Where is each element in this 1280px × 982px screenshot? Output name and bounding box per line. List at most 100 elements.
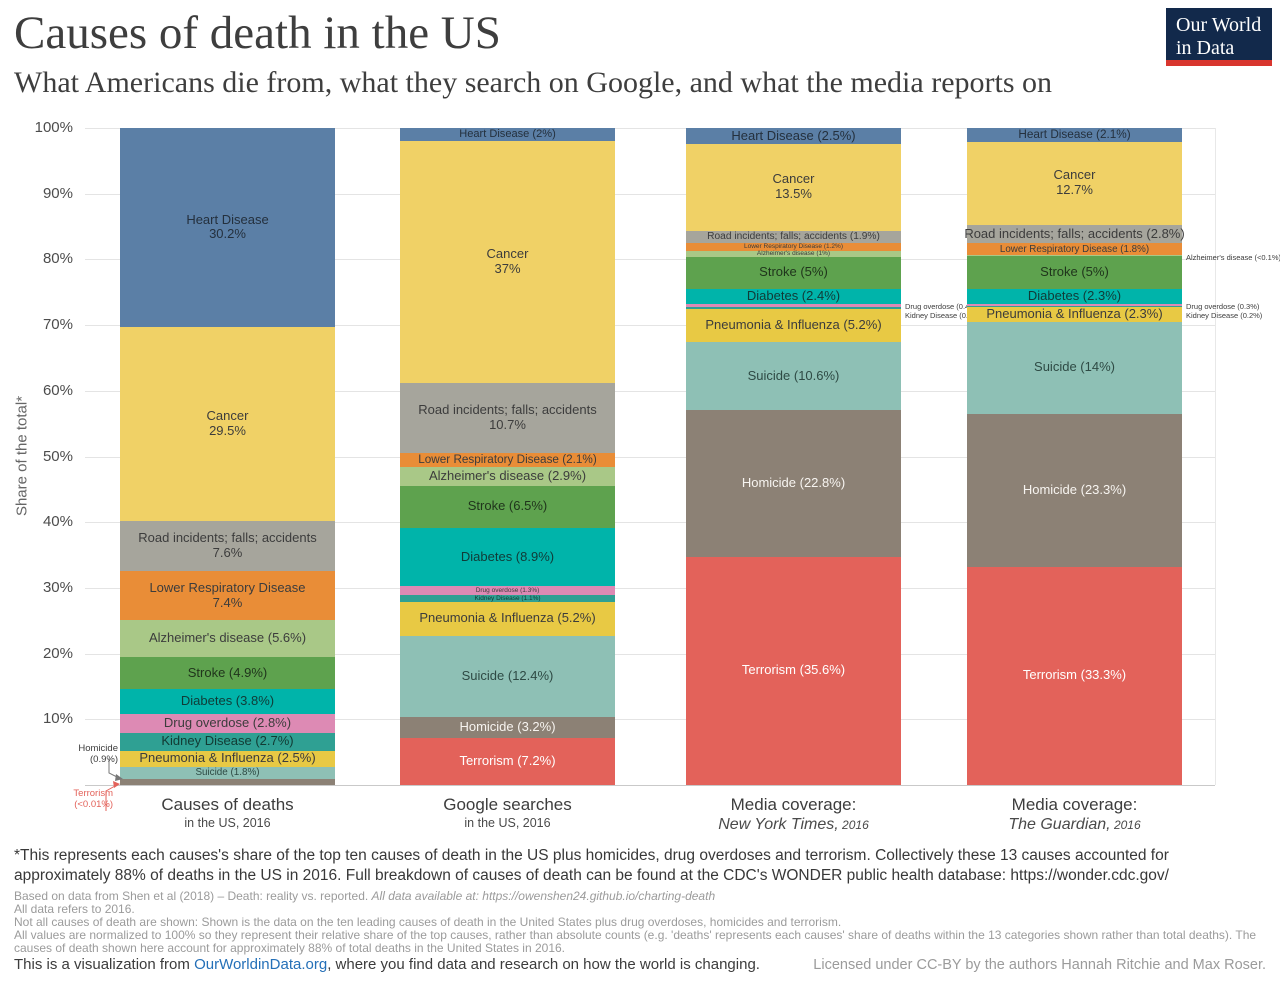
segment-label: Suicide (10.6%)	[747, 367, 840, 383]
segment-guardian-drug-overdose	[967, 303, 1182, 306]
annotation-line: Drug overdose (0.3%)	[1186, 301, 1260, 311]
segment-guardian-homicide: Homicide (23.3%)	[967, 413, 1182, 567]
ccby-label: CC-BY	[916, 957, 962, 973]
x-axis-label-sub: New York Times, 2016	[718, 816, 869, 833]
segment-label: Suicide (14%)	[1034, 359, 1115, 375]
segment-nyt-drug-overdose	[686, 304, 901, 307]
segment-label: Cancer	[1053, 167, 1096, 183]
owid-logo-accent-bar	[1166, 60, 1272, 66]
gridline	[85, 522, 1215, 524]
segment-label: Lower Respiratory Disease	[149, 579, 306, 595]
y-axis-tick-label: 100%	[34, 119, 73, 136]
segment-label: Kidney Disease (1.1%)	[474, 594, 541, 602]
footer: This is a visualization from OurWorldinD…	[14, 956, 1266, 973]
segment-deaths-alzheimer-s-disease: Alzheimer's disease (5.6%)	[120, 620, 335, 658]
footer-license-prefix: Licensed under	[813, 957, 917, 973]
annotation-line: (0.9%)	[90, 754, 118, 766]
segment-label: Heart Disease (2.5%)	[731, 127, 856, 143]
segment-label: Terrorism (35.6%)	[741, 662, 846, 678]
plot-area: 100% 90% 80% 70% 60% 50% 40% 30% 20% 10% Heart Dis…	[35, 119, 1280, 833]
owid-logo-line2: in Data	[1176, 37, 1235, 59]
segment-label: Lower Respiratory Disease (1.8%)	[999, 243, 1150, 255]
owid-link[interactable]: OurWorldinData.org	[194, 956, 328, 973]
segment-label: Heart Disease (2.1%)	[1018, 128, 1131, 142]
segment-nyt-stroke: Stroke (5%)	[686, 256, 901, 289]
annotation-connector	[105, 781, 120, 811]
owid-logo: Our World in Data	[1166, 8, 1272, 66]
gridline	[85, 390, 1215, 392]
segment-label: 7.6%	[212, 545, 243, 561]
segment-nyt-heart-disease: Heart Disease (2.5%)	[686, 127, 901, 145]
segment-deaths-stroke: Stroke (4.9%)	[120, 657, 335, 690]
segment-label: Terrorism (33.3%)	[1022, 667, 1127, 683]
segment-google-heart-disease: Heart Disease (2%)	[400, 128, 615, 142]
x-axis-label-main: Google searches	[443, 795, 572, 814]
segment-deaths-suicide: Suicide (1.8%)	[120, 767, 335, 779]
y-axis-tick-label: 20%	[42, 644, 73, 662]
segment-guardian-diabetes: Diabetes (2.3%)	[967, 288, 1182, 304]
segment-deaths-lower-respiratory-disease: Lower Respiratory Disease 7.4%	[120, 571, 335, 621]
gridline	[85, 325, 1215, 327]
segment-guardian-cancer: Cancer 12.7%	[967, 141, 1182, 226]
segment-google-diabetes: Diabetes (8.9%)	[400, 528, 615, 587]
annotation-line: (<0.01%)	[74, 799, 113, 811]
x-axis-label-google: Google searches in the US, 2016	[443, 795, 572, 830]
segment-label: Homicide (23.3%)	[1022, 481, 1127, 497]
segment-nyt-alzheimer-s-disease: Alzheimer's disease (1%)	[686, 250, 901, 257]
annotation-line: Alzheimer's disease (<0.1%)	[1186, 253, 1280, 263]
annotation-homicide: Homicide (0.9%)	[25, 743, 118, 766]
gridline	[85, 193, 1215, 195]
footnote: *This represents each causes's share of …	[14, 847, 1169, 884]
footer-license-suffix: by the authors Hannah Ritchie and Max Ro…	[961, 957, 1266, 973]
segment-label: 13.5%	[775, 186, 812, 202]
segment-google-drug-overdose: Drug overdose (1.3%)	[400, 586, 615, 595]
annotation-connector	[108, 759, 123, 781]
sources-note: Based on data from Shen et al (2018) – D…	[14, 890, 1268, 955]
segment-label: Drug overdose (2.8%)	[163, 715, 292, 731]
segment-label: Kidney Disease (2.7%)	[161, 733, 294, 749]
annotation-line: Homicide	[78, 743, 118, 754]
x-axis-baseline	[85, 785, 1215, 786]
segment-label: Cancer	[206, 408, 249, 424]
y-axis-tick-label: 10%	[42, 710, 73, 728]
segment-google-terrorism: Terrorism (7.2%)	[400, 737, 615, 785]
segment-guardian-pneumonia-influenza: Pneumonia & Influenza (2.3%)	[967, 305, 1182, 322]
segment-nyt-cancer: Cancer 13.5%	[686, 144, 901, 231]
segment-guardian-road-incidents-falls-accidents: Road incidents; falls; accidents (2.8%)	[964, 225, 1185, 244]
footer-attribution-suffix: , where you find data and research on ho…	[327, 956, 760, 973]
segment-nyt-lower-respiratory-disease: Lower Respiratory Disease (1.2%)	[686, 242, 901, 251]
segment-guardian-kidney-disease	[967, 305, 1182, 307]
segment-label: Pneumonia & Influenza (2.5%)	[139, 750, 316, 766]
x-axis-label-main: Media coverage:	[730, 795, 857, 814]
footer-attribution: This is a visualization from OurWorldinD…	[14, 956, 760, 973]
segment-label: Homicide (22.8%)	[741, 474, 846, 490]
annotation-line: Drug overdose (0.4%)	[905, 302, 979, 312]
segment-label: Terrorism (7.2%)	[459, 752, 556, 768]
segment-guardian-stroke: Stroke (5%)	[967, 255, 1182, 289]
segment-deaths-homicide	[120, 778, 335, 785]
annotation-drug-overdose: Drug overdose (0.4%) Kidney Disease (0.3%…	[905, 302, 981, 320]
gridline	[85, 128, 1215, 129]
sources-line-1-italic: All data available at: https://owenshen2…	[371, 889, 716, 903]
segment-label: Road incidents; falls; accidents (1.9%)	[707, 230, 880, 242]
gridline	[85, 587, 1215, 589]
x-axis-label-nyt: Media coverage: New York Times, 2016	[718, 795, 869, 834]
segment-label: Suicide (12.4%)	[461, 667, 554, 683]
segment-google-pneumonia-influenza: Pneumonia & Influenza (5.2%)	[400, 601, 615, 636]
x-axis-label-main: Causes of deaths	[161, 795, 294, 814]
segment-label: Stroke (4.9%)	[187, 664, 268, 680]
x-axis-label-sub: The Guardian, 2016	[1008, 816, 1141, 833]
segment-guardian-terrorism: Terrorism (33.3%)	[967, 566, 1182, 785]
footer-attribution-prefix: This is a visualization from	[14, 956, 195, 973]
sources-line-1: Based on data from Shen et al (2018) – D…	[14, 890, 1268, 903]
segment-guardian-lower-respiratory-disease: Lower Respiratory Disease (1.8%)	[967, 243, 1182, 256]
y-axis-tick-label: 40%	[42, 513, 73, 531]
annotation-line: Terrorism	[73, 788, 113, 799]
segment-deaths-pneumonia-influenza: Pneumonia & Influenza (2.5%)	[120, 750, 335, 768]
chart-title: Causes of death in the US	[14, 7, 501, 59]
segment-deaths-road-incidents-falls-accidents: Road incidents; falls; accidents 7.6%	[120, 521, 335, 572]
y-axis-tick-label: 80%	[42, 250, 73, 268]
y-axis-tick-label: 90%	[42, 184, 73, 202]
segment-label: Pneumonia & Influenza (2.3%)	[986, 305, 1163, 321]
